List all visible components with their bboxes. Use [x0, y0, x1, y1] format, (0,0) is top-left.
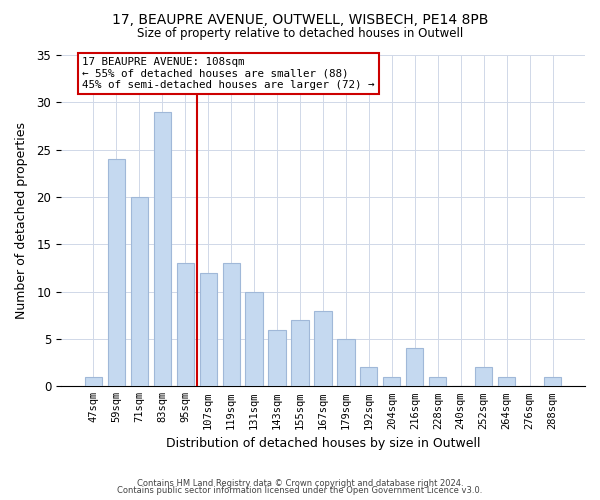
X-axis label: Distribution of detached houses by size in Outwell: Distribution of detached houses by size …	[166, 437, 480, 450]
Bar	[314, 310, 332, 386]
Bar	[85, 377, 102, 386]
Text: Contains public sector information licensed under the Open Government Licence v3: Contains public sector information licen…	[118, 486, 482, 495]
Bar	[200, 272, 217, 386]
Bar	[108, 159, 125, 386]
Bar	[176, 263, 194, 386]
Bar	[544, 377, 561, 386]
Bar	[406, 348, 424, 387]
Bar	[383, 377, 400, 386]
Text: 17, BEAUPRE AVENUE, OUTWELL, WISBECH, PE14 8PB: 17, BEAUPRE AVENUE, OUTWELL, WISBECH, PE…	[112, 12, 488, 26]
Text: 17 BEAUPRE AVENUE: 108sqm
← 55% of detached houses are smaller (88)
45% of semi-: 17 BEAUPRE AVENUE: 108sqm ← 55% of detac…	[82, 57, 375, 90]
Bar	[223, 263, 240, 386]
Bar	[360, 368, 377, 386]
Bar	[131, 197, 148, 386]
Bar	[429, 377, 446, 386]
Y-axis label: Number of detached properties: Number of detached properties	[15, 122, 28, 319]
Bar	[498, 377, 515, 386]
Text: Size of property relative to detached houses in Outwell: Size of property relative to detached ho…	[137, 28, 463, 40]
Bar	[292, 320, 308, 386]
Bar	[154, 112, 171, 386]
Bar	[337, 339, 355, 386]
Bar	[245, 292, 263, 386]
Bar	[268, 330, 286, 386]
Bar	[475, 368, 492, 386]
Text: Contains HM Land Registry data © Crown copyright and database right 2024.: Contains HM Land Registry data © Crown c…	[137, 478, 463, 488]
